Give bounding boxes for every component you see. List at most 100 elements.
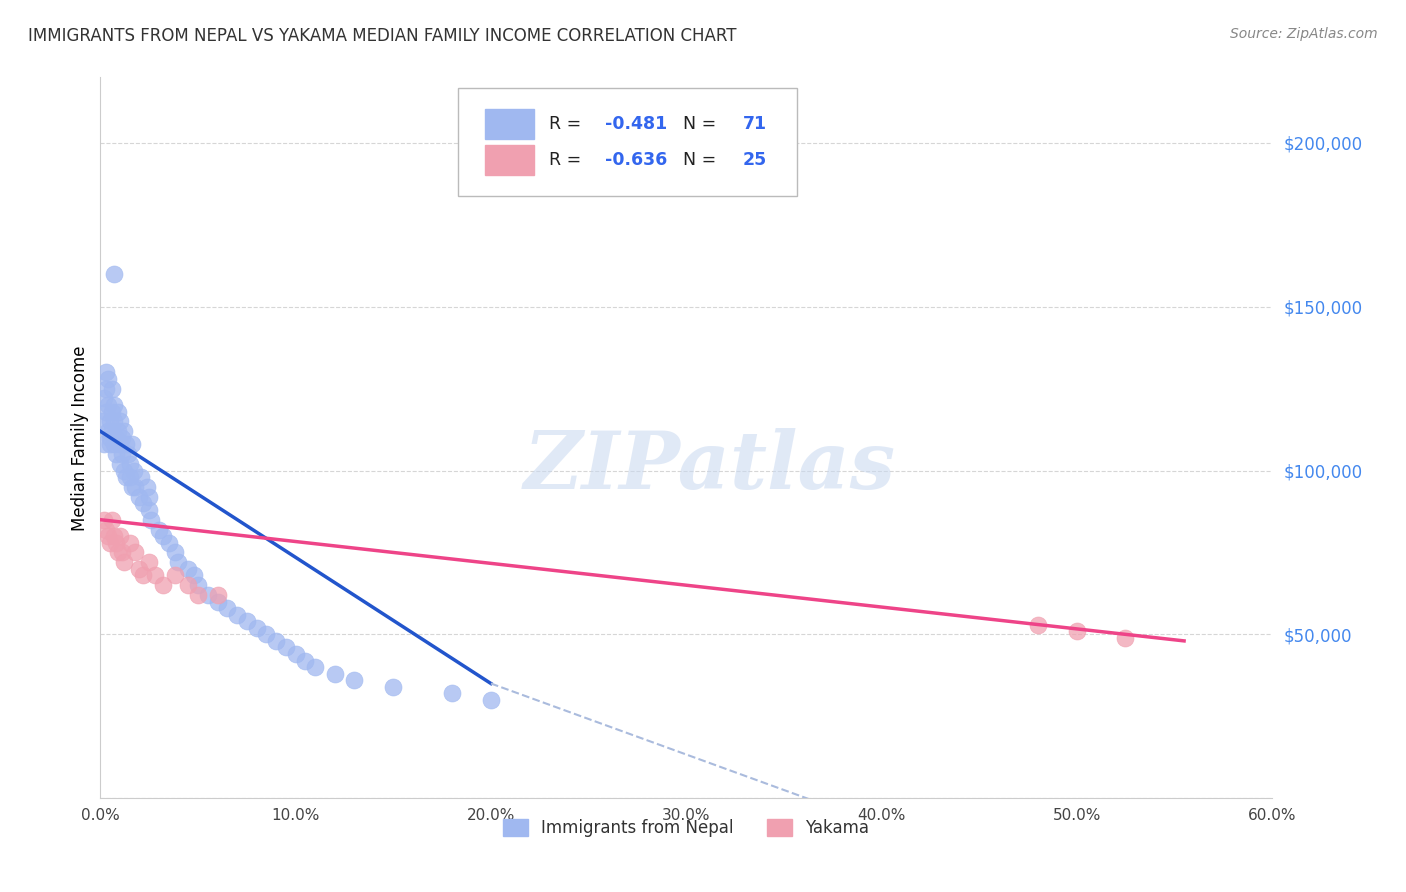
- Point: [104, 431, 127, 445]
- Point: [183, 568, 205, 582]
- Text: -0.636: -0.636: [606, 152, 668, 169]
- Text: N =: N =: [672, 152, 721, 169]
- Point: [304, 660, 326, 674]
- Point: [122, 464, 145, 478]
- FancyBboxPatch shape: [458, 88, 797, 196]
- Point: [107, 404, 129, 418]
- Y-axis label: Median Family Income: Median Family Income: [72, 345, 89, 531]
- Point: [96, 404, 118, 418]
- Point: [197, 588, 219, 602]
- Text: ZIPatlas: ZIPatlas: [523, 428, 896, 506]
- Point: [103, 398, 125, 412]
- Point: [124, 545, 146, 559]
- Legend: Immigrants from Nepal, Yakama: Immigrants from Nepal, Yakama: [496, 813, 876, 844]
- Point: [112, 555, 135, 569]
- Point: [91, 414, 114, 428]
- Point: [112, 464, 135, 478]
- Point: [245, 621, 267, 635]
- Point: [103, 437, 125, 451]
- Point: [118, 470, 141, 484]
- Point: [114, 470, 136, 484]
- Point: [103, 267, 125, 281]
- Point: [226, 607, 249, 622]
- Point: [187, 578, 209, 592]
- Point: [479, 693, 502, 707]
- Point: [96, 523, 118, 537]
- Point: [96, 382, 118, 396]
- Point: [1026, 617, 1049, 632]
- Point: [98, 414, 121, 428]
- Point: [294, 654, 316, 668]
- Text: R =: R =: [550, 115, 586, 133]
- Point: [103, 529, 125, 543]
- Point: [163, 568, 186, 582]
- Point: [132, 568, 155, 582]
- Point: [97, 529, 120, 543]
- Point: [97, 372, 120, 386]
- Point: [132, 496, 155, 510]
- Point: [111, 447, 134, 461]
- Text: -0.481: -0.481: [606, 115, 668, 133]
- Text: 25: 25: [742, 152, 766, 169]
- Point: [101, 513, 124, 527]
- Text: N =: N =: [672, 115, 721, 133]
- Point: [97, 424, 120, 438]
- Point: [118, 535, 141, 549]
- Point: [98, 431, 121, 445]
- Text: 71: 71: [742, 115, 766, 133]
- Point: [382, 680, 405, 694]
- Point: [121, 437, 143, 451]
- Point: [117, 447, 139, 461]
- Point: [264, 633, 287, 648]
- Point: [138, 503, 160, 517]
- Point: [152, 529, 174, 543]
- Point: [98, 437, 121, 451]
- Point: [128, 490, 150, 504]
- Point: [323, 666, 346, 681]
- Point: [101, 382, 124, 396]
- Point: [139, 513, 162, 527]
- Point: [163, 545, 186, 559]
- Point: [111, 431, 134, 445]
- Point: [187, 588, 209, 602]
- Point: [343, 673, 366, 688]
- Point: [284, 647, 307, 661]
- Point: [136, 480, 159, 494]
- Text: R =: R =: [550, 152, 586, 169]
- Point: [128, 562, 150, 576]
- Point: [107, 545, 129, 559]
- Point: [104, 535, 127, 549]
- Point: [118, 457, 141, 471]
- Point: [114, 437, 136, 451]
- Point: [101, 404, 124, 418]
- Point: [108, 414, 131, 428]
- Point: [152, 578, 174, 592]
- Point: [207, 594, 229, 608]
- Point: [236, 614, 259, 628]
- Point: [157, 535, 180, 549]
- Point: [103, 414, 125, 428]
- Point: [207, 588, 229, 602]
- Point: [143, 568, 166, 582]
- Point: [254, 627, 277, 641]
- Point: [138, 555, 160, 569]
- Point: [1114, 631, 1136, 645]
- Point: [108, 437, 131, 451]
- FancyBboxPatch shape: [485, 109, 534, 139]
- Point: [108, 457, 131, 471]
- Point: [111, 545, 134, 559]
- Point: [107, 424, 129, 438]
- Point: [97, 398, 120, 412]
- Point: [112, 424, 135, 438]
- Point: [217, 601, 239, 615]
- Point: [177, 562, 200, 576]
- Point: [93, 437, 115, 451]
- Point: [93, 392, 115, 406]
- Point: [167, 555, 190, 569]
- FancyBboxPatch shape: [485, 145, 534, 176]
- Point: [440, 686, 463, 700]
- Text: IMMIGRANTS FROM NEPAL VS YAKAMA MEDIAN FAMILY INCOME CORRELATION CHART: IMMIGRANTS FROM NEPAL VS YAKAMA MEDIAN F…: [28, 27, 737, 45]
- Point: [98, 535, 121, 549]
- Point: [104, 447, 127, 461]
- Point: [121, 480, 143, 494]
